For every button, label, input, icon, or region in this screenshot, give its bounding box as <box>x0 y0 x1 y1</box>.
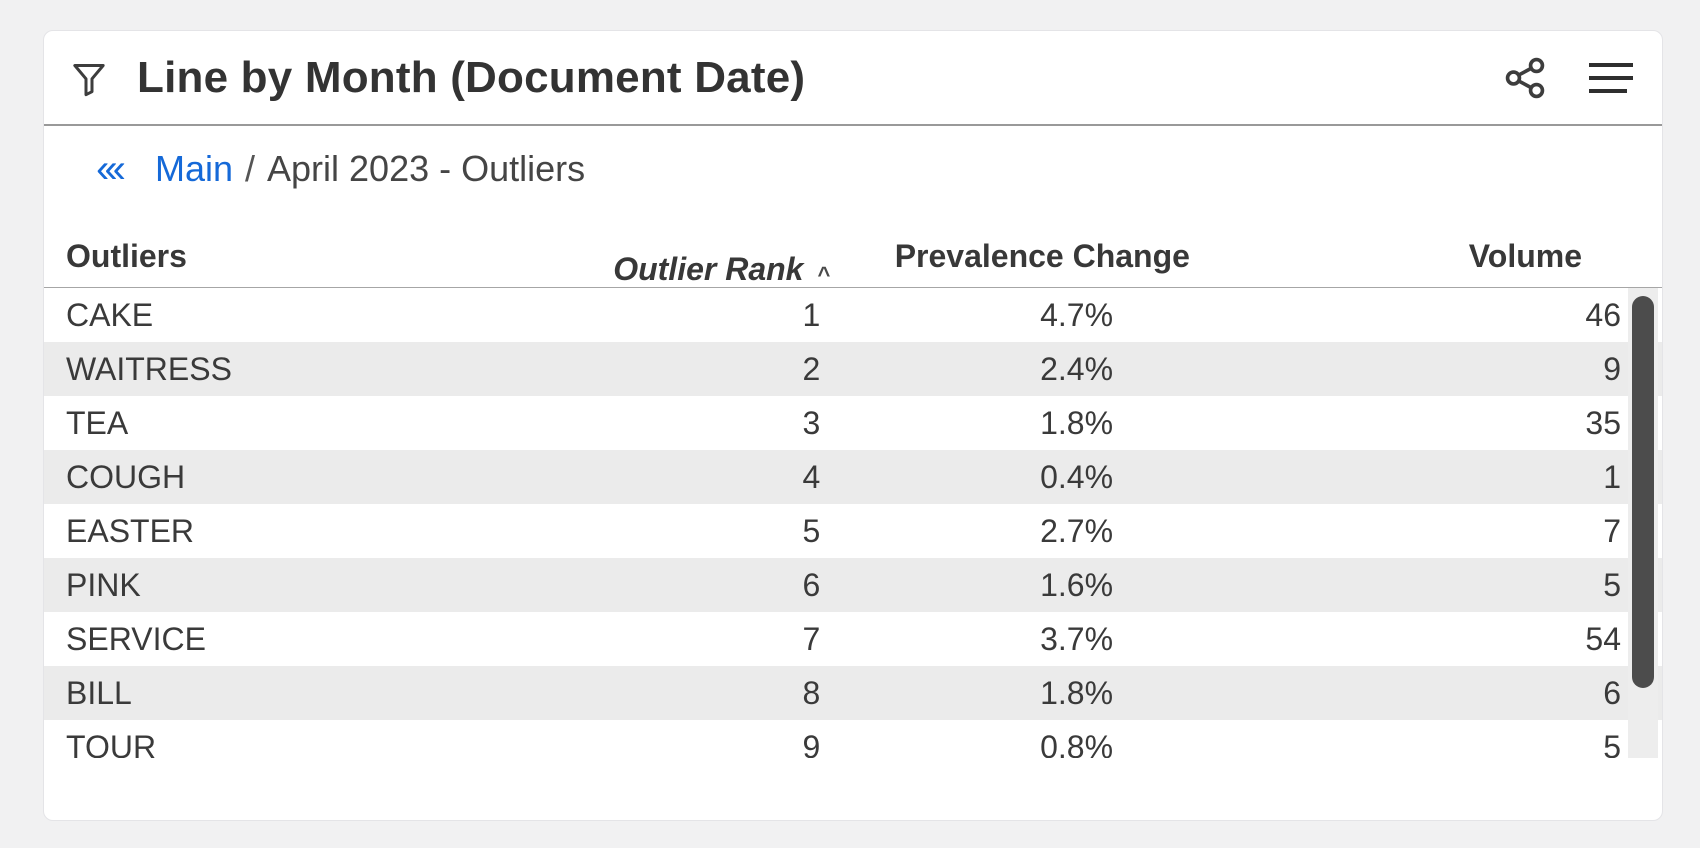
table-header-row: Outliers Outlier Rank ^ Prevalence Change… <box>44 192 1662 288</box>
cell-outlier-rank: 4 <box>802 459 821 495</box>
cell-volume: 9 <box>1603 351 1621 387</box>
cell-volume: 5 <box>1603 567 1621 603</box>
cell-outlier: SERVICE <box>66 621 206 657</box>
cell-prevalence-change: 0.8% <box>1040 729 1114 758</box>
cell-prevalence-change: 2.7% <box>1040 513 1114 549</box>
cell-outlier: WAITRESS <box>66 351 232 387</box>
widget-title: Line by Month (Document Date) <box>137 52 806 102</box>
widget-card: Line by Month (Document Date) <box>43 30 1663 821</box>
table-row[interactable]: WAITRESS 2 2.4% 9 <box>44 342 1662 396</box>
scrollbar-thumb[interactable] <box>1632 296 1654 688</box>
table-row[interactable]: COUGH 4 0.4% 1 <box>44 450 1662 504</box>
cell-volume: 54 <box>1585 621 1621 657</box>
cell-outlier: EASTER <box>66 513 195 549</box>
breadcrumb-separator: / <box>245 148 256 189</box>
table-body: CAKE 1 4.7% 46 WAITRESS 2 2.4% 9 TEA 3 1… <box>44 288 1662 758</box>
cell-outlier-rank: 9 <box>802 729 821 758</box>
widget-titlebar: Line by Month (Document Date) <box>44 31 1662 126</box>
cell-outlier: CAKE <box>66 297 154 333</box>
hamburger-menu-icon <box>1588 59 1634 97</box>
cell-volume: 46 <box>1585 297 1621 333</box>
cell-volume: 1 <box>1603 459 1621 495</box>
table-row[interactable]: CAKE 1 4.7% 46 <box>44 288 1662 342</box>
breadcrumb-link-main[interactable]: Main <box>154 148 233 189</box>
cell-outlier: COUGH <box>66 459 186 495</box>
share-button[interactable] <box>1502 55 1548 101</box>
breadcrumb: ‹‹‹ Main / April 2023 - Outliers <box>44 146 1662 192</box>
cell-outlier-rank: 3 <box>802 405 821 441</box>
column-header-volume[interactable]: Volume <box>1468 238 1582 274</box>
scrollbar-track[interactable] <box>1628 288 1658 758</box>
breadcrumb-back-icon[interactable]: ‹‹‹ <box>96 147 126 191</box>
filter-funnel-icon <box>69 57 109 99</box>
cell-volume: 5 <box>1603 729 1621 758</box>
cell-prevalence-change: 4.7% <box>1040 297 1114 333</box>
cell-prevalence-change: 1.8% <box>1040 405 1114 441</box>
sort-ascending-icon: ^ <box>817 262 831 287</box>
cell-outlier-rank: 6 <box>802 567 821 603</box>
column-header-prevalence-change[interactable]: Prevalence Change <box>894 238 1190 274</box>
table-row[interactable]: TOUR 9 0.8% 5 <box>44 720 1662 758</box>
cell-outlier-rank: 5 <box>802 513 821 549</box>
cell-outlier: TEA <box>66 405 129 441</box>
cell-prevalence-change: 1.6% <box>1040 567 1114 603</box>
cell-outlier-rank: 2 <box>802 351 821 387</box>
cell-outlier-rank: 1 <box>802 297 821 333</box>
cell-prevalence-change: 0.4% <box>1040 459 1114 495</box>
table-row[interactable]: BILL 8 1.8% 6 <box>44 666 1662 720</box>
cell-volume: 7 <box>1603 513 1621 549</box>
share-icon <box>1502 55 1548 101</box>
cell-prevalence-change: 1.8% <box>1040 675 1114 711</box>
table-row[interactable]: SERVICE 7 3.7% 54 <box>44 612 1662 666</box>
cell-volume: 6 <box>1603 675 1621 711</box>
cell-volume: 35 <box>1585 405 1621 441</box>
column-header-outliers[interactable]: Outliers <box>66 238 187 274</box>
filter-button[interactable] <box>69 57 109 99</box>
table-row[interactable]: EASTER 5 2.7% 7 <box>44 504 1662 558</box>
cell-outlier: TOUR <box>66 729 157 758</box>
column-header-outlier-rank[interactable]: Outlier Rank ^ <box>613 251 831 287</box>
cell-outlier: PINK <box>66 567 141 603</box>
breadcrumb-current: April 2023 - Outliers <box>267 148 586 189</box>
cell-outlier-rank: 8 <box>802 675 821 711</box>
cell-prevalence-change: 3.7% <box>1040 621 1114 657</box>
cell-outlier-rank: 7 <box>802 621 821 657</box>
cell-outlier: BILL <box>66 675 132 711</box>
menu-button[interactable] <box>1588 59 1634 97</box>
table-row[interactable]: PINK 6 1.6% 5 <box>44 558 1662 612</box>
cell-prevalence-change: 2.4% <box>1040 351 1114 387</box>
table-row[interactable]: TEA 3 1.8% 35 <box>44 396 1662 450</box>
